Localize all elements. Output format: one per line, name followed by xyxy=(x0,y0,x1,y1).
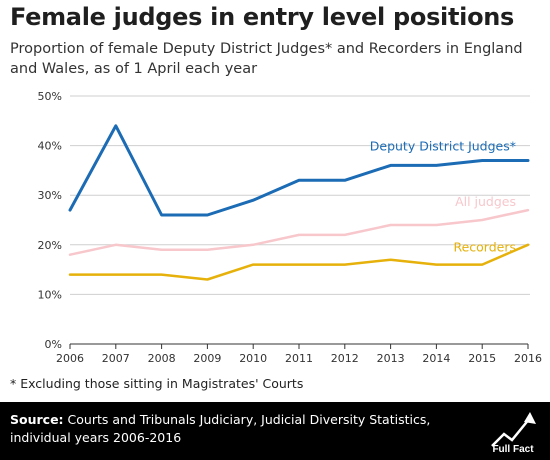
series-label-recorders: Recorders xyxy=(453,240,516,255)
full-fact-logo-icon: Full Fact xyxy=(491,412,536,454)
source-label: Source: xyxy=(10,412,64,427)
y-tick-label: 10% xyxy=(38,288,62,301)
footnote: * Excluding those sitting in Magistrates… xyxy=(10,376,304,391)
x-tick-label: 2010 xyxy=(239,352,267,365)
x-tick-label: 2015 xyxy=(468,352,496,365)
y-tick-label: 20% xyxy=(38,239,62,252)
y-tick-label: 0% xyxy=(45,338,62,351)
chart-subtitle: Proportion of female Deputy District Jud… xyxy=(10,41,523,77)
series-label-deputy-district-judges: Deputy District Judges* xyxy=(370,138,516,153)
x-tick-label: 2006 xyxy=(56,352,84,365)
footer-bar: Source: Courts and Tribunals Judiciary, … xyxy=(0,402,550,460)
source-detail: Courts and Tribunals Judiciary, Judicial… xyxy=(10,412,431,445)
series-label-all-judges: All judges xyxy=(455,194,516,209)
source-text: Source: Courts and Tribunals Judiciary, … xyxy=(10,411,480,447)
y-tick-label: 50% xyxy=(38,90,62,103)
svg-text:Full Fact: Full Fact xyxy=(492,444,534,454)
line-chart: 0% 10% 20% 30% 40% 50% 2006 2007 2008 2009 2010 201… xyxy=(38,90,542,365)
x-tick-label: 2012 xyxy=(331,352,359,365)
chart-title: Female judges in entry level positions xyxy=(10,3,515,31)
series-line-recorders xyxy=(68,243,530,281)
x-tick-label: 2009 xyxy=(193,352,221,365)
series-line-all-judges xyxy=(68,208,530,256)
y-tick-label: 30% xyxy=(38,189,62,202)
x-tick-label: 2011 xyxy=(285,352,313,365)
y-tick-label: 40% xyxy=(38,140,62,153)
x-tick-label: 2008 xyxy=(148,352,176,365)
x-tick-label: 2013 xyxy=(377,352,405,365)
x-tick-label: 2007 xyxy=(102,352,130,365)
x-tick-label: 2016 xyxy=(514,352,542,365)
x-tick-label: 2014 xyxy=(422,352,450,365)
series-line-deputy-district-judges xyxy=(68,124,530,217)
